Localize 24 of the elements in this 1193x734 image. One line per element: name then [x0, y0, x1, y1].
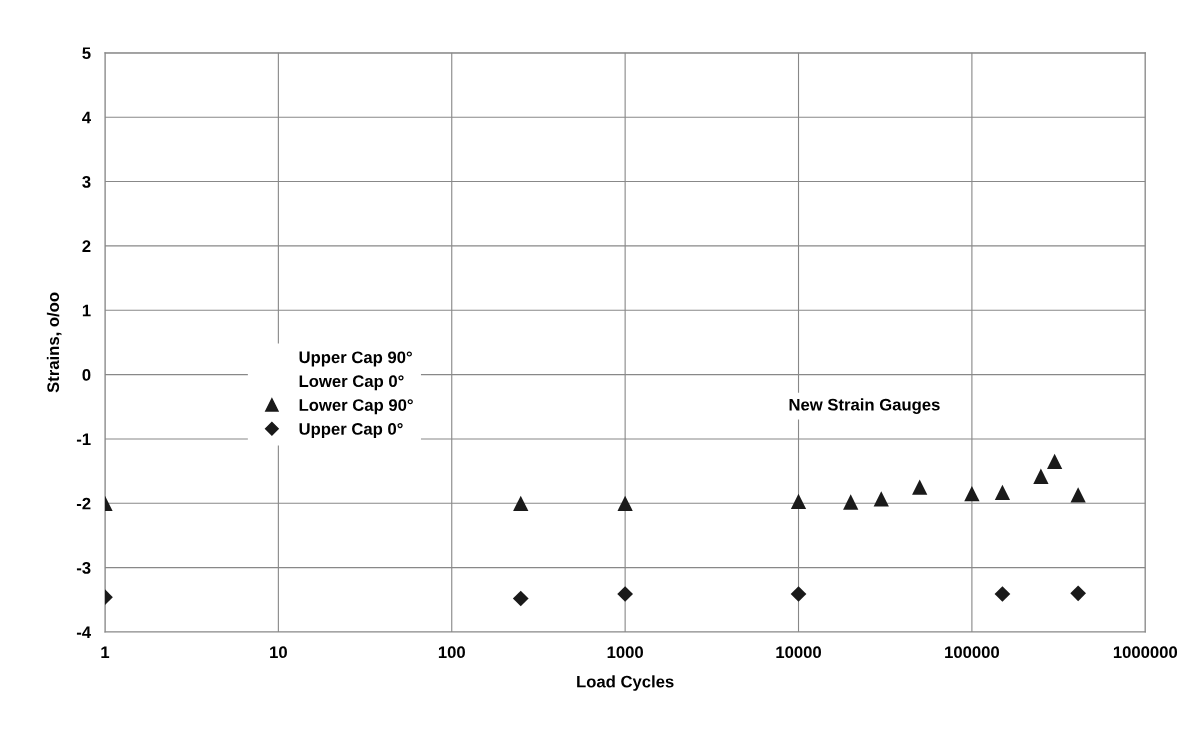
legend-label: Lower Cap 0° — [299, 375, 404, 391]
y-tick-label: 3 — [82, 175, 91, 188]
legend-label: Upper Cap 90° — [299, 351, 412, 367]
x-tick-label: 1 — [101, 646, 110, 658]
x-tick-label: 1000000 — [1113, 646, 1178, 659]
legend-label: Upper Cap 0° — [299, 423, 403, 439]
y-tick-label: 1 — [82, 304, 91, 317]
y-tick-label: 2 — [82, 240, 91, 252]
y-tick-label: -4 — [76, 626, 92, 639]
x-tick-label: 10000 — [776, 646, 822, 659]
x-axis-title: Load Cycles — [577, 675, 674, 691]
x-tick-label: 100 — [438, 646, 465, 659]
annotation: New Strain Gauges — [789, 398, 940, 414]
y-tick-label: -3 — [76, 562, 91, 574]
y-tick-label: -1 — [76, 433, 91, 445]
x-tick-label: 10 — [270, 646, 287, 659]
x-tick-label: 100000 — [945, 646, 1000, 659]
y-tick-label: 0 — [82, 368, 91, 381]
y-tick-label: 4 — [82, 111, 92, 124]
y-axis-title: Strains, o/oo — [46, 292, 62, 393]
legend-label: Lower Cap 90° — [299, 399, 413, 415]
y-tick-label: -2 — [76, 497, 91, 510]
x-tick-label: 1000 — [607, 646, 643, 659]
y-tick-label: 5 — [82, 47, 91, 60]
